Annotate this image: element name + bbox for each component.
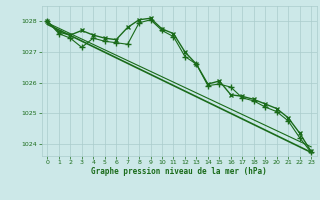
X-axis label: Graphe pression niveau de la mer (hPa): Graphe pression niveau de la mer (hPa) bbox=[91, 167, 267, 176]
